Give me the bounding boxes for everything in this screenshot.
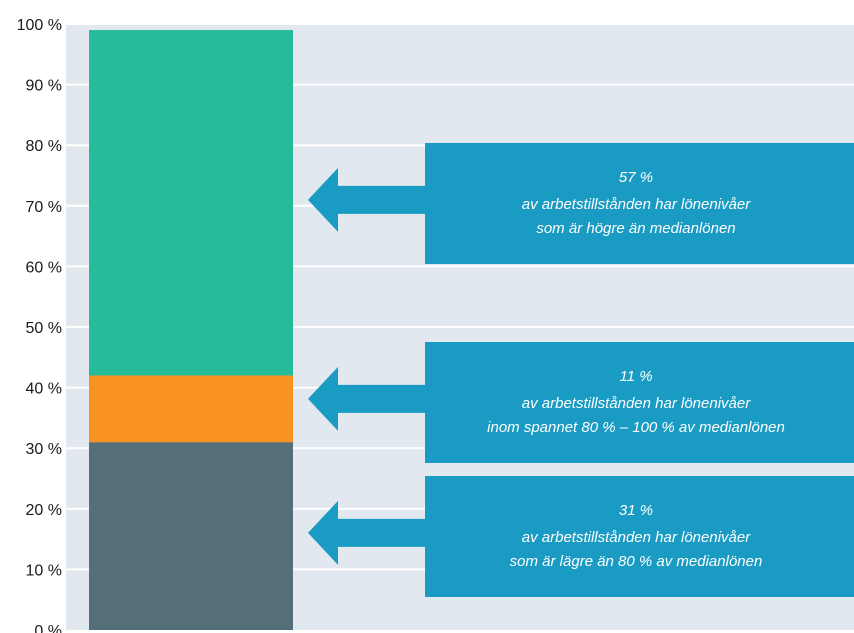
y-tick-label: 80 % — [26, 138, 62, 155]
callout-line2: av arbetstillstånden har lönenivåer — [522, 395, 751, 412]
callout-arrow — [308, 366, 425, 431]
callout-line3: som är högre än medianlönen — [536, 220, 735, 237]
y-tick-label: 70 % — [26, 199, 62, 216]
callout-line2: av arbetstillstånden har lönenivåer — [522, 529, 751, 546]
callout-box — [425, 143, 854, 264]
bar-segment — [89, 30, 293, 376]
callout-line1: 31 % — [619, 502, 653, 519]
callout-line1: 57 % — [619, 169, 653, 186]
y-tick-label: 90 % — [26, 78, 62, 95]
y-tick-label: 100 % — [17, 17, 62, 34]
y-tick-label: 40 % — [26, 381, 62, 398]
callout-line2: av arbetstillstånden har lönenivåer — [522, 196, 751, 213]
callout-line3: som är lägre än 80 % av medianlönen — [510, 553, 763, 570]
y-tick-label: 50 % — [26, 320, 62, 337]
callout-line1: 11 % — [619, 368, 652, 385]
y-tick-label: 30 % — [26, 441, 62, 458]
y-tick-label: 20 % — [26, 502, 62, 519]
bar-segment — [89, 375, 293, 443]
bar-segment — [89, 442, 293, 630]
y-tick-label: 10 % — [26, 562, 62, 579]
y-tick-label: 0 % — [34, 623, 62, 633]
callout-box — [425, 342, 854, 463]
callout-arrow — [308, 167, 425, 232]
y-tick-label: 60 % — [26, 259, 62, 276]
callout-line3: inom spannet 80 % – 100 % av medianlönen — [487, 419, 785, 436]
callout-arrow — [308, 500, 425, 565]
callout-box — [425, 476, 854, 597]
